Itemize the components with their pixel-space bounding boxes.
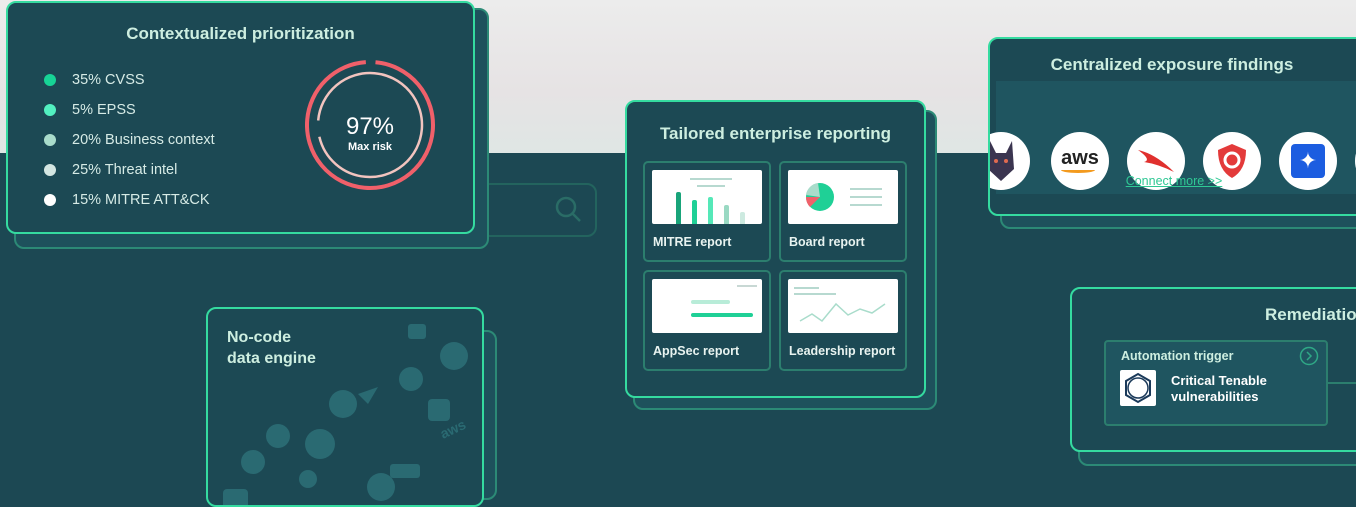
risk-gauge: 97% Max risk: [305, 60, 435, 190]
legend-dot-icon: [44, 104, 56, 116]
connect-more-link[interactable]: Connect more >>: [1125, 174, 1223, 188]
tenable-logo: [1120, 370, 1156, 406]
tile-label: MITRE report: [653, 235, 732, 249]
card-title: Remediation: [1265, 305, 1356, 324]
card-title: Centralized exposure findings: [1050, 55, 1294, 74]
prioritization-card: Contextualized prioritization 35% CVSS 5%…: [6, 1, 475, 234]
trigger-line: Critical Tenable: [1171, 373, 1267, 388]
search-icon: [555, 196, 581, 222]
star-icon: ✦: [1291, 144, 1325, 178]
legend-item: 20% Business context: [44, 125, 215, 155]
trigger-label: Automation trigger: [1121, 349, 1234, 363]
legend-dot-icon: [44, 164, 56, 176]
legend-label: 15% MITRE ATT&CK: [72, 192, 210, 208]
board-report-tile[interactable]: Board report: [779, 161, 907, 262]
legend-item: 35% CVSS: [44, 65, 215, 95]
risk-value: 97%: [346, 113, 394, 140]
legend-dot-icon: [44, 134, 56, 146]
appsec-report-tile[interactable]: AppSec report: [643, 270, 771, 371]
qualys-logo[interactable]: [1203, 132, 1261, 190]
legend-dot-icon: [44, 194, 56, 206]
line-chart-preview: [788, 279, 898, 333]
legend-label: 20% Business context: [72, 132, 215, 148]
trigger-name: Critical Tenable vulnerabilities: [1171, 373, 1267, 405]
legend-item: 15% MITRE ATT&CK: [44, 185, 215, 215]
exposure-card: Centralized exposure findings aws ✦ Conn…: [988, 37, 1356, 216]
data-engine-card: No-code data engine aws: [206, 307, 484, 507]
card-title: Contextualized prioritization: [126, 24, 355, 43]
remediation-card: Remediation Automation trigger Critical …: [1070, 287, 1356, 452]
card-title: Tailored enterprise reporting: [659, 124, 892, 143]
progress-preview: [652, 279, 762, 333]
tile-label: Board report: [789, 235, 865, 249]
legend-label: 5% EPSS: [72, 102, 136, 118]
trigger-line: vulnerabilities: [1171, 389, 1259, 404]
card-title: No-code data engine: [227, 327, 316, 369]
leadership-report-tile[interactable]: Leadership report: [779, 270, 907, 371]
risk-label: Max risk: [348, 141, 393, 153]
jira-logo[interactable]: ✦: [1279, 132, 1337, 190]
title-line: data engine: [227, 350, 316, 367]
connector-line: [1328, 382, 1356, 384]
tile-label: Leadership report: [789, 344, 896, 358]
legend-label: 25% Threat intel: [72, 162, 178, 178]
crowdstrike-logo[interactable]: [1127, 132, 1185, 190]
aws-logo[interactable]: aws: [1051, 132, 1109, 190]
pie-chart-preview: [788, 170, 898, 224]
integration-logos-pattern: aws: [223, 324, 468, 505]
reporting-card: Tailored enterprise reporting MITRE repo…: [625, 100, 926, 398]
pie-icon: [805, 183, 882, 211]
legend-label: 35% CVSS: [72, 72, 145, 88]
aws-text: aws: [1061, 147, 1099, 169]
legend-item: 25% Threat intel: [44, 155, 215, 185]
search-box: [480, 183, 597, 237]
tile-label: AppSec report: [653, 344, 740, 358]
automation-trigger-box[interactable]: Automation trigger Critical Tenable vuln…: [1104, 340, 1328, 426]
mitre-report-tile[interactable]: MITRE report: [643, 161, 771, 262]
legend-item: 5% EPSS: [44, 95, 215, 125]
bar-chart-preview: [652, 170, 762, 224]
connect-more-row: Connect more >>: [990, 172, 1356, 190]
chevron-right-circle-icon[interactable]: [1299, 346, 1319, 366]
legend-dot-icon: [44, 74, 56, 86]
factor-legend: 35% CVSS 5% EPSS 20% Business context 25% T…: [44, 65, 215, 215]
title-line: No-code: [227, 329, 291, 346]
